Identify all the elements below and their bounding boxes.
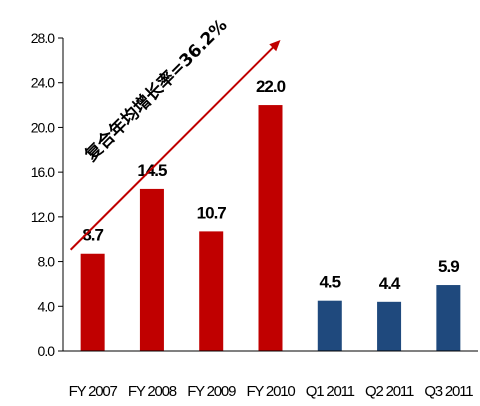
y-tick-label: 20.0 xyxy=(31,119,55,135)
data-label: 10.7 xyxy=(197,203,227,222)
data-label: 8.7 xyxy=(82,226,103,245)
cagr-annotation: 复合年均增长率=36.2% xyxy=(80,15,232,166)
y-tick-label: 4.0 xyxy=(38,298,56,314)
x-axis: FY 2007 FY 2008 FY 2009 FY 2010 Q1 2011 Q2 20… xyxy=(63,350,478,400)
data-label: 14.5 xyxy=(137,161,167,180)
y-tick-label: 12.0 xyxy=(31,209,55,225)
data-label: 4.5 xyxy=(319,273,340,292)
bar xyxy=(80,253,105,351)
data-label: 22.0 xyxy=(256,77,286,96)
bars xyxy=(80,105,461,351)
bar xyxy=(377,301,402,351)
data-labels: 8.7 14.5 10.7 22.0 4.5 4.4 5.9 xyxy=(82,77,460,293)
bar xyxy=(258,105,283,351)
x-tick-label: Q3 2011 xyxy=(424,383,473,400)
x-tick-label: Q2 2011 xyxy=(365,383,414,400)
x-tick-label: FY 2007 xyxy=(69,383,118,400)
y-tick-label: 8.0 xyxy=(38,254,56,270)
x-tick-label: FY 2009 xyxy=(187,383,236,400)
y-tick-label: 28.0 xyxy=(31,30,55,46)
growth-arrow-line xyxy=(69,46,275,251)
bar xyxy=(436,285,461,351)
x-tick-label: Q1 2011 xyxy=(306,383,355,400)
y-tick-label: 16.0 xyxy=(31,164,55,180)
bar xyxy=(139,188,164,351)
bar xyxy=(199,231,224,351)
x-tick-label: FY 2008 xyxy=(128,383,177,400)
growth-annotation: 复合年均增长率=36.2% xyxy=(69,15,281,251)
x-tick-label: FY 2010 xyxy=(246,383,295,400)
y-tick-label: 0.0 xyxy=(38,343,56,359)
growth-arrowhead xyxy=(269,40,281,52)
y-tick-label: 24.0 xyxy=(31,75,55,91)
data-label: 5.9 xyxy=(438,257,459,276)
bar xyxy=(317,300,342,351)
data-label: 4.4 xyxy=(379,274,401,293)
y-axis: 0.0 4.0 8.0 12.0 16.0 20.0 24.0 28.0 xyxy=(31,30,64,359)
